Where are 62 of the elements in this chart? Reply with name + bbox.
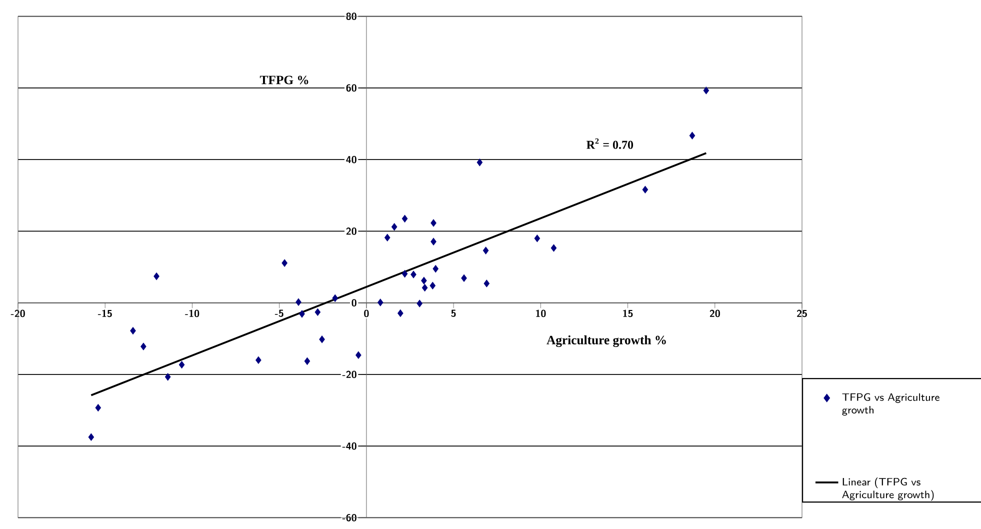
point: [299, 310, 305, 318]
point: [703, 86, 710, 94]
point: [140, 342, 146, 350]
point: [154, 272, 160, 280]
point: [332, 294, 338, 302]
x-tick-label: -5: [274, 310, 284, 317]
point: [130, 327, 136, 334]
x-tick-label: -10: [185, 310, 200, 318]
point: [402, 214, 408, 222]
point: [356, 351, 362, 359]
point: [178, 361, 185, 368]
point: [256, 356, 262, 364]
x-tick-label: 15: [623, 310, 633, 318]
y-axis-title: TFPG %: [260, 76, 308, 84]
point: [534, 234, 540, 242]
legend-label: TFPG vs Agriculture growth: [842, 393, 940, 416]
point: [430, 219, 436, 227]
y-tick-label: 40: [346, 156, 356, 164]
point: [402, 270, 408, 278]
point: [296, 298, 302, 306]
point: [422, 284, 428, 292]
point: [319, 336, 325, 344]
point: [384, 234, 390, 242]
point: [410, 270, 416, 278]
y-tick-label: -60: [342, 514, 356, 522]
point: [314, 308, 321, 316]
point: [416, 300, 422, 308]
point: [391, 223, 398, 231]
x-tick-label: 0: [364, 310, 369, 318]
point: [461, 274, 467, 282]
point: [430, 282, 436, 290]
y-tick-label: -20: [342, 370, 356, 378]
point: [164, 373, 171, 381]
point: [476, 158, 483, 166]
point: [550, 244, 557, 252]
point: [304, 357, 310, 365]
point: [88, 433, 94, 441]
x-tick-label: 10: [536, 310, 546, 318]
point: [421, 276, 427, 284]
y-tick-label: 60: [346, 84, 356, 92]
point: [642, 186, 648, 194]
point: [282, 259, 288, 267]
point: [482, 246, 489, 254]
x-tick-label: 20: [710, 310, 720, 318]
point: [378, 298, 384, 306]
point: [398, 309, 404, 317]
x-tick-label: 25: [796, 310, 807, 318]
annotation: R$^{2}$ = 0.70: [586, 138, 634, 149]
point: [430, 238, 436, 246]
x-tick-label: 5: [451, 310, 456, 317]
y-tick-label: -40: [342, 442, 356, 450]
point: [95, 404, 102, 412]
point: [432, 265, 438, 273]
y-tick-label: 20: [346, 228, 356, 235]
legend-label: Linear (TFPG vs Agriculture growth): [842, 477, 934, 501]
y-tick-label: 80: [346, 12, 356, 20]
x-tick-label: -20: [10, 310, 25, 318]
point: [484, 280, 490, 288]
y-tick-label: 0: [352, 299, 356, 307]
point: [689, 132, 696, 140]
x-tick-label: -15: [98, 310, 112, 318]
x-axis-title: Agriculture growth %: [546, 335, 666, 347]
